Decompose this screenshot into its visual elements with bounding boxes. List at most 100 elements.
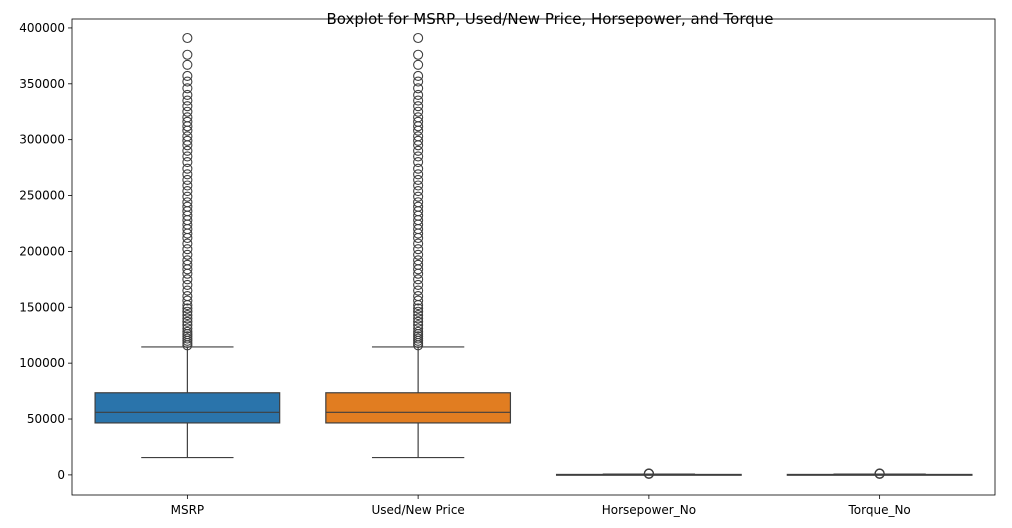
y-tick-label: 200000 [19,244,65,258]
outlier-point [413,323,424,334]
outlier-point [413,310,424,321]
y-tick-label: 400000 [19,21,65,35]
outlier-point [182,255,193,266]
outlier-point [182,244,193,255]
outlier-point [182,320,193,331]
outlier-point [413,32,424,44]
outlier-point [413,326,424,337]
outlier-point [413,101,424,112]
outlier-point [643,468,654,479]
outlier-point [413,151,424,162]
outlier-point [182,180,193,191]
outlier-point [182,303,193,314]
y-tick-label: 100000 [19,356,65,370]
outlier-point [182,186,193,197]
outlier-point [413,131,424,142]
outlier-point [182,174,193,185]
outlier-point [413,112,424,123]
box [94,392,281,424]
outlier-point [182,163,193,174]
outlier-point [413,316,424,327]
outlier-point [413,135,424,146]
outlier-point [182,291,193,302]
outlier-point [182,83,193,94]
outlier-point [182,310,193,321]
box [325,392,512,424]
outlier-point [413,291,424,302]
outlier-point [182,76,193,87]
outlier-point [182,259,193,270]
outlier-point [182,32,193,44]
outlier-point [182,285,193,296]
outlier-point [413,201,424,212]
outlier-point [413,274,424,285]
outlier-point [413,197,424,208]
outlier-point [413,49,424,60]
outlier-point [413,116,424,127]
outlier-point [413,169,424,180]
plot-area: 0 50000 100000 150000 200000 250000 300000 3500… [19,21,973,517]
outlier-point [413,180,424,191]
outlier-point [182,306,193,317]
outlier-point [413,313,424,324]
outlier-point [182,238,193,249]
outlier-point [182,191,193,202]
outlier-point [413,106,424,117]
outlier-point [182,313,193,324]
y-tick-label: 300000 [19,133,65,147]
x-tick-label: Horsepower_No [602,503,696,517]
y-tick-label: 50000 [27,412,65,426]
outlier-point [413,244,424,255]
outlier-point [182,116,193,127]
outlier-point [182,112,193,123]
outlier-point [182,70,193,82]
outlier-point [182,135,193,146]
outlier-point [413,163,424,174]
outlier-point [413,95,424,106]
outlier-point [413,59,424,70]
outlier-point [182,131,193,142]
outlier-point [182,323,193,334]
outlier-point [182,59,193,70]
outlier-point [413,89,424,101]
outlier-point [874,468,885,479]
outlier-point [413,174,424,185]
outlier-point [413,76,424,87]
outlier-point [413,156,424,168]
outlier-point [413,70,424,82]
outlier-point [182,279,193,290]
outlier-point [182,169,193,180]
outlier-point [413,306,424,317]
outlier-point [413,285,424,296]
outlier-point [182,326,193,337]
outlier-point [413,320,424,331]
x-tick-label: MSRP [171,503,205,517]
outlier-point [182,145,193,156]
y-tick-label: 0 [57,468,65,482]
outlier-point [413,295,424,306]
outlier-point [413,255,424,266]
outlier-point [182,95,193,106]
x-tick-label: Used/New Price [371,503,464,517]
outlier-point [182,295,193,306]
outlier-point [182,89,193,101]
outlier-point [413,191,424,202]
outlier-point [182,151,193,162]
outlier-point [413,249,424,260]
outlier-point [182,274,193,285]
outlier-point [182,106,193,117]
y-tick-label: 250000 [19,189,65,203]
outlier-point [413,238,424,249]
outlier-point [182,316,193,327]
y-tick-label: 350000 [19,77,65,91]
plot-frame [71,18,996,496]
outlier-point [413,145,424,156]
outlier-point [413,83,424,94]
outlier-point [182,197,193,208]
outlier-point [413,259,424,270]
outlier-point [182,201,193,212]
outlier-point [413,279,424,290]
outlier-point [182,101,193,112]
outlier-point [413,186,424,197]
